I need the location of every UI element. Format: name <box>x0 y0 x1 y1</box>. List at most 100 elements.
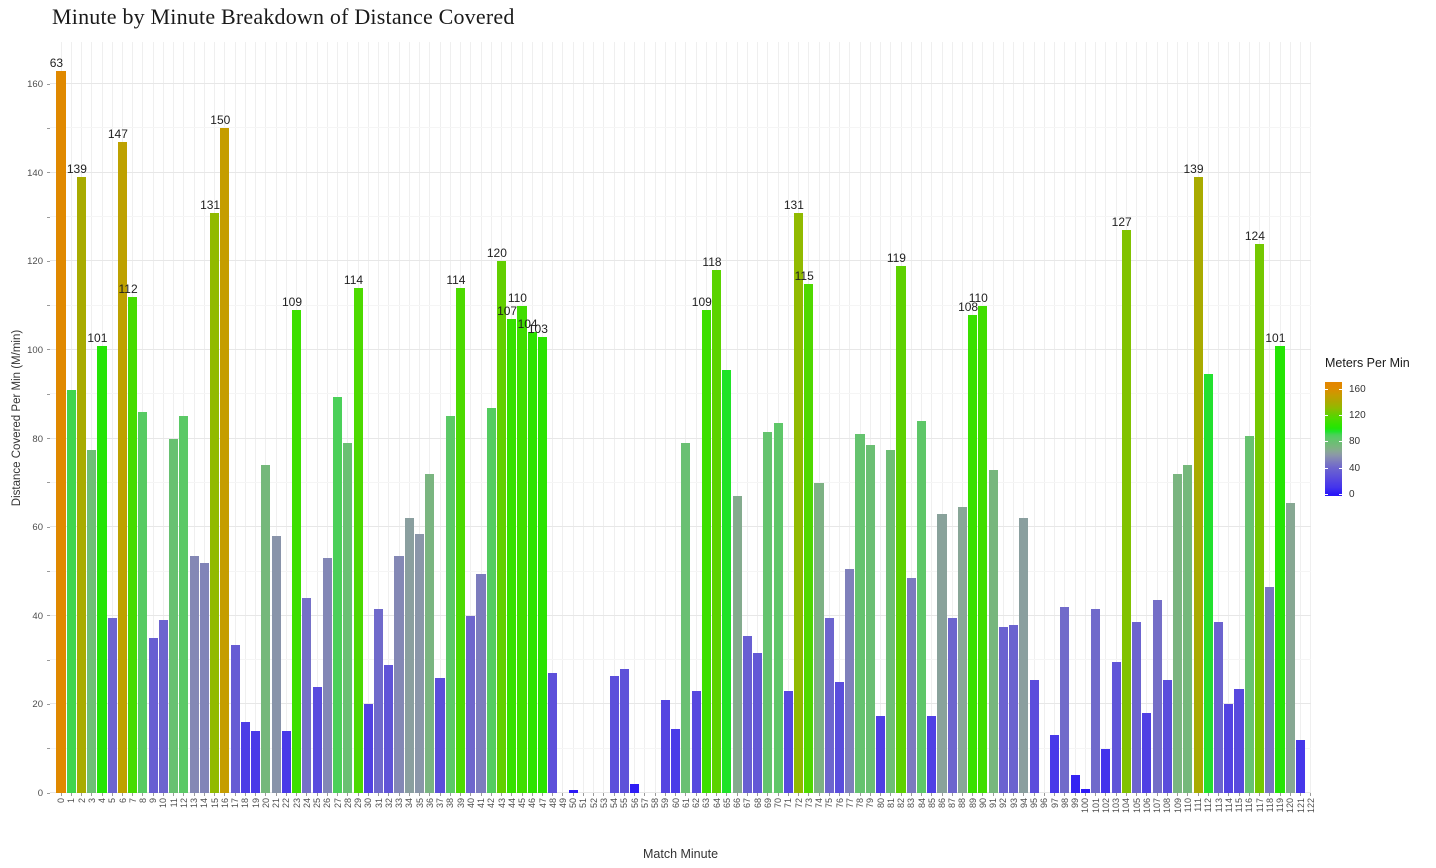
x-tick <box>1187 793 1189 796</box>
x-tick-label: 45 <box>517 798 527 809</box>
vertical-gridline <box>572 42 574 793</box>
x-tick-label: 98 <box>1059 798 1070 809</box>
legend-tick-label: 40 <box>1349 462 1361 474</box>
x-tick <box>931 793 933 796</box>
vertical-gridline <box>910 42 912 793</box>
bar-minute-42 <box>486 407 496 793</box>
x-tick <box>593 793 595 796</box>
bar-minute-101 <box>1091 609 1101 793</box>
vertical-gridline <box>992 42 994 793</box>
x-tick-label: 91 <box>988 798 999 809</box>
x-tick <box>972 793 974 796</box>
x-tick <box>1064 793 1066 796</box>
x-tick-label: 26 <box>322 798 333 809</box>
x-tick-label: 72 <box>793 798 804 809</box>
y-tick <box>47 349 50 351</box>
x-tick-label: 120 <box>1285 798 1296 814</box>
bar-minute-14 <box>199 562 209 793</box>
x-tick <box>1054 793 1056 796</box>
y-tick <box>47 659 50 661</box>
bar-minute-20 <box>261 465 271 793</box>
bar-minute-18 <box>240 722 250 793</box>
legend-tick-mark <box>1339 441 1342 443</box>
x-tick <box>613 793 615 796</box>
bar-minute-94 <box>1019 518 1029 793</box>
x-tick-label: 75 <box>824 798 835 809</box>
bar-minute-59 <box>660 700 670 793</box>
x-tick-label: 121 <box>1295 798 1306 814</box>
vertical-gridline <box>951 42 953 793</box>
y-tick <box>47 482 50 484</box>
bar-minute-90 <box>978 305 988 793</box>
bar-minute-103 <box>1111 662 1121 793</box>
x-tick <box>900 793 902 796</box>
legend-tick-label: 0 <box>1349 489 1355 500</box>
x-tick <box>603 793 605 796</box>
x-tick-label: 78 <box>855 798 865 809</box>
vertical-gridline <box>1146 42 1148 793</box>
x-tick <box>910 793 912 796</box>
x-tick-label: 49 <box>557 798 568 809</box>
x-tick-label: 53 <box>598 798 609 809</box>
bar-minute-113 <box>1213 622 1224 793</box>
y-tick <box>47 571 50 572</box>
x-tick <box>828 793 830 796</box>
x-tick-label: 33 <box>394 798 404 809</box>
bar-minute-41 <box>476 573 486 793</box>
x-tick-label: 63 <box>701 798 712 809</box>
x-tick-label: 106 <box>1141 798 1152 814</box>
x-tick <box>726 793 728 796</box>
vertical-gridline <box>664 42 666 793</box>
x-tick-label: 30 <box>363 798 374 809</box>
bar-value-label: 104 <box>517 317 538 332</box>
major-gridline <box>50 348 1311 350</box>
bar-minute-31 <box>374 609 384 793</box>
x-tick <box>255 793 257 796</box>
bar-minute-99 <box>1070 775 1080 793</box>
bar-minute-3 <box>87 449 97 793</box>
vertical-gridline <box>429 42 431 793</box>
bar-minute-25 <box>312 686 322 793</box>
bar-minute-30 <box>363 704 373 793</box>
bar-minute-108 <box>1162 680 1172 793</box>
bar-minute-86 <box>937 513 947 793</box>
x-tick <box>961 793 963 796</box>
vertical-gridline <box>552 42 554 793</box>
bar-value-label: 108 <box>958 299 979 314</box>
x-tick-label: 116 <box>1244 798 1255 813</box>
x-tick <box>695 793 697 796</box>
y-tick <box>47 393 50 395</box>
x-tick-label: 43 <box>496 798 507 809</box>
major-gridline <box>50 614 1311 616</box>
bar-minute-2 <box>76 177 87 793</box>
bar-minute-27 <box>333 396 343 793</box>
x-tick-label: 79 <box>865 798 876 809</box>
vertical-gridline <box>439 42 441 793</box>
x-tick-label: 88 <box>957 798 968 809</box>
vertical-gridline <box>470 42 472 793</box>
vertical-gridline <box>234 42 236 793</box>
vertical-gridline <box>736 42 738 793</box>
bar-minute-110 <box>1183 465 1193 793</box>
x-tick-label: 81 <box>885 798 896 809</box>
x-tick-label: 60 <box>670 798 681 809</box>
bar-value-label: 101 <box>87 330 108 345</box>
legend-tick-mark <box>1339 388 1342 390</box>
x-tick <box>460 793 461 796</box>
bar-minute-45 <box>517 305 527 793</box>
bar-minute-62 <box>691 691 701 793</box>
vertical-gridline <box>1013 42 1015 793</box>
x-tick <box>70 793 72 796</box>
plot-panel: 63 139 101 147 112 131 150 109 114 114 120 107 110 10… <box>50 42 1311 793</box>
x-tick <box>941 793 943 796</box>
x-tick-label: 13 <box>189 798 200 809</box>
x-tick-label: 47 <box>537 798 548 809</box>
bar-minute-8 <box>138 412 148 793</box>
x-tick <box>880 793 881 796</box>
x-tick-label: 20 <box>260 798 271 809</box>
vertical-gridline <box>1105 42 1107 793</box>
vertical-gridline <box>593 42 595 793</box>
vertical-gridline <box>326 42 328 793</box>
x-tick <box>531 793 533 796</box>
x-tick <box>203 793 205 796</box>
